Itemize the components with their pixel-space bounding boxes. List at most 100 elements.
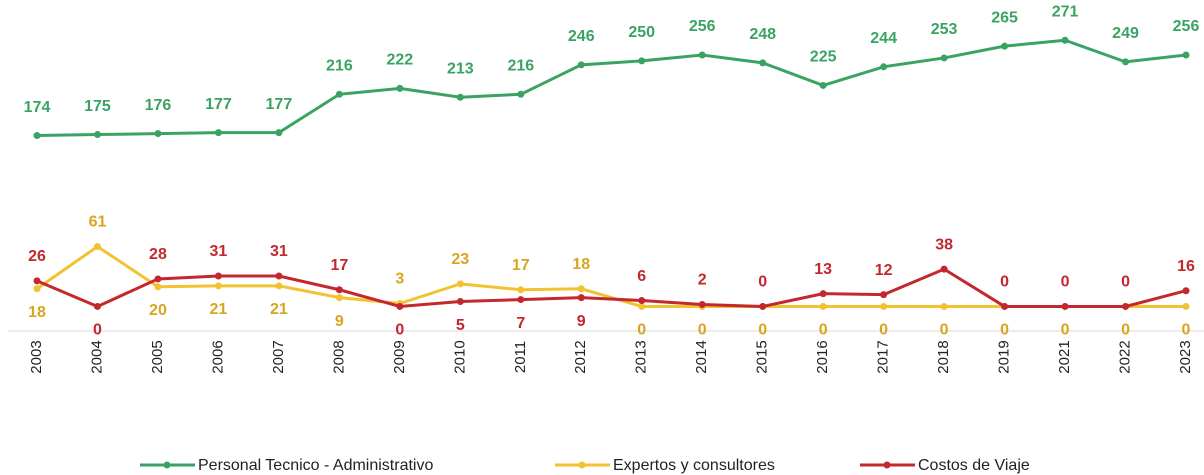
series-line: [36, 38, 1187, 138]
data-point: [396, 84, 404, 92]
data-point: [638, 57, 646, 65]
data-point: [93, 302, 101, 310]
data-point: [638, 297, 646, 305]
data-label: 0: [1061, 274, 1070, 291]
data-label: 265: [991, 9, 1018, 26]
data-label: 18: [28, 304, 46, 321]
x-tick-label: 2021: [1056, 340, 1073, 373]
data-point: [577, 285, 585, 293]
data-point: [819, 302, 827, 310]
data-point: [214, 272, 222, 280]
data-point: [1182, 287, 1190, 295]
data-label: 177: [266, 96, 293, 113]
data-label: 0: [1182, 322, 1191, 339]
data-point: [335, 90, 343, 98]
data-label: 21: [210, 301, 228, 318]
legend-label: Expertos y consultores: [613, 457, 775, 474]
data-label: 0: [1000, 274, 1009, 291]
data-label: 18: [572, 256, 590, 273]
data-label: 249: [1112, 25, 1139, 42]
data-point: [880, 291, 888, 299]
data-label: 271: [1052, 3, 1079, 20]
x-tick-label: 2008: [330, 340, 347, 373]
data-point: [1182, 302, 1190, 310]
data-point: [698, 300, 706, 308]
data-point: [577, 61, 585, 69]
data-label: 222: [386, 52, 413, 69]
data-label: 16: [1177, 258, 1195, 275]
data-point: [819, 81, 827, 89]
x-tick-label: 2013: [633, 340, 650, 373]
x-tick-label: 2015: [754, 340, 771, 373]
data-label: 253: [931, 21, 958, 38]
data-label: 0: [1121, 322, 1130, 339]
data-label: 0: [940, 322, 949, 339]
data-point: [638, 302, 646, 310]
data-label: 21: [270, 301, 288, 318]
data-point: [1061, 36, 1069, 44]
data-label: 31: [270, 243, 288, 260]
data-point: [456, 280, 464, 288]
data-label: 256: [1173, 18, 1200, 35]
data-point: [33, 285, 41, 293]
data-label: 177: [205, 96, 232, 113]
x-tick-label: 2023: [1177, 340, 1194, 373]
data-label: 5: [456, 317, 465, 334]
x-tick-label: 2022: [1116, 340, 1133, 373]
data-point: [1061, 302, 1069, 310]
data-point: [456, 298, 464, 306]
data-label: 23: [451, 251, 469, 268]
x-tick-label: 2007: [270, 340, 287, 373]
data-label: 256: [689, 18, 716, 35]
x-tick-label: 2016: [814, 340, 831, 373]
data-point: [759, 302, 767, 310]
data-point: [1122, 58, 1130, 66]
legend-marker: [578, 461, 586, 469]
data-label: 7: [516, 315, 525, 332]
data-point: [1122, 302, 1130, 310]
data-point: [940, 265, 948, 273]
data-label: 26: [28, 248, 46, 265]
data-point: [1182, 51, 1190, 59]
x-tick-label: 2009: [391, 340, 408, 373]
data-point: [1001, 302, 1009, 310]
data-point: [517, 286, 525, 294]
data-point: [214, 282, 222, 290]
data-label: 213: [447, 60, 474, 77]
data-point: [93, 131, 101, 139]
data-point: [698, 51, 706, 59]
data-label: 28: [149, 246, 167, 263]
data-point: [214, 129, 222, 137]
legend-label: Costos de Viaje: [918, 457, 1030, 474]
data-label: 0: [758, 274, 767, 291]
data-label: 2: [698, 272, 707, 289]
data-point: [154, 130, 162, 138]
legend-marker: [163, 461, 171, 469]
data-label: 9: [577, 313, 586, 330]
legend-label: Personal Tecnico - Administrativo: [198, 457, 433, 474]
data-label: 0: [93, 322, 102, 339]
data-point: [275, 272, 283, 280]
data-point: [517, 296, 525, 304]
data-label: 12: [875, 262, 893, 279]
data-label: 6: [637, 268, 646, 285]
data-point: [275, 282, 283, 290]
x-tick-label: 2012: [572, 340, 589, 373]
data-label: 174: [24, 99, 51, 116]
data-label: 13: [814, 261, 832, 278]
x-tick-label: 2006: [209, 340, 226, 373]
x-tick-label: 2018: [935, 340, 952, 373]
data-label: 175: [84, 98, 111, 115]
data-point: [940, 54, 948, 62]
data-point: [335, 286, 343, 294]
x-tick-label: 2019: [996, 340, 1013, 373]
x-tick-label: 2005: [149, 340, 166, 373]
data-label: 176: [145, 97, 172, 114]
data-point: [275, 129, 283, 137]
data-point: [154, 283, 162, 291]
data-point: [759, 59, 767, 67]
data-label: 250: [628, 24, 655, 41]
data-label: 0: [1000, 322, 1009, 339]
data-label: 244: [870, 30, 897, 47]
